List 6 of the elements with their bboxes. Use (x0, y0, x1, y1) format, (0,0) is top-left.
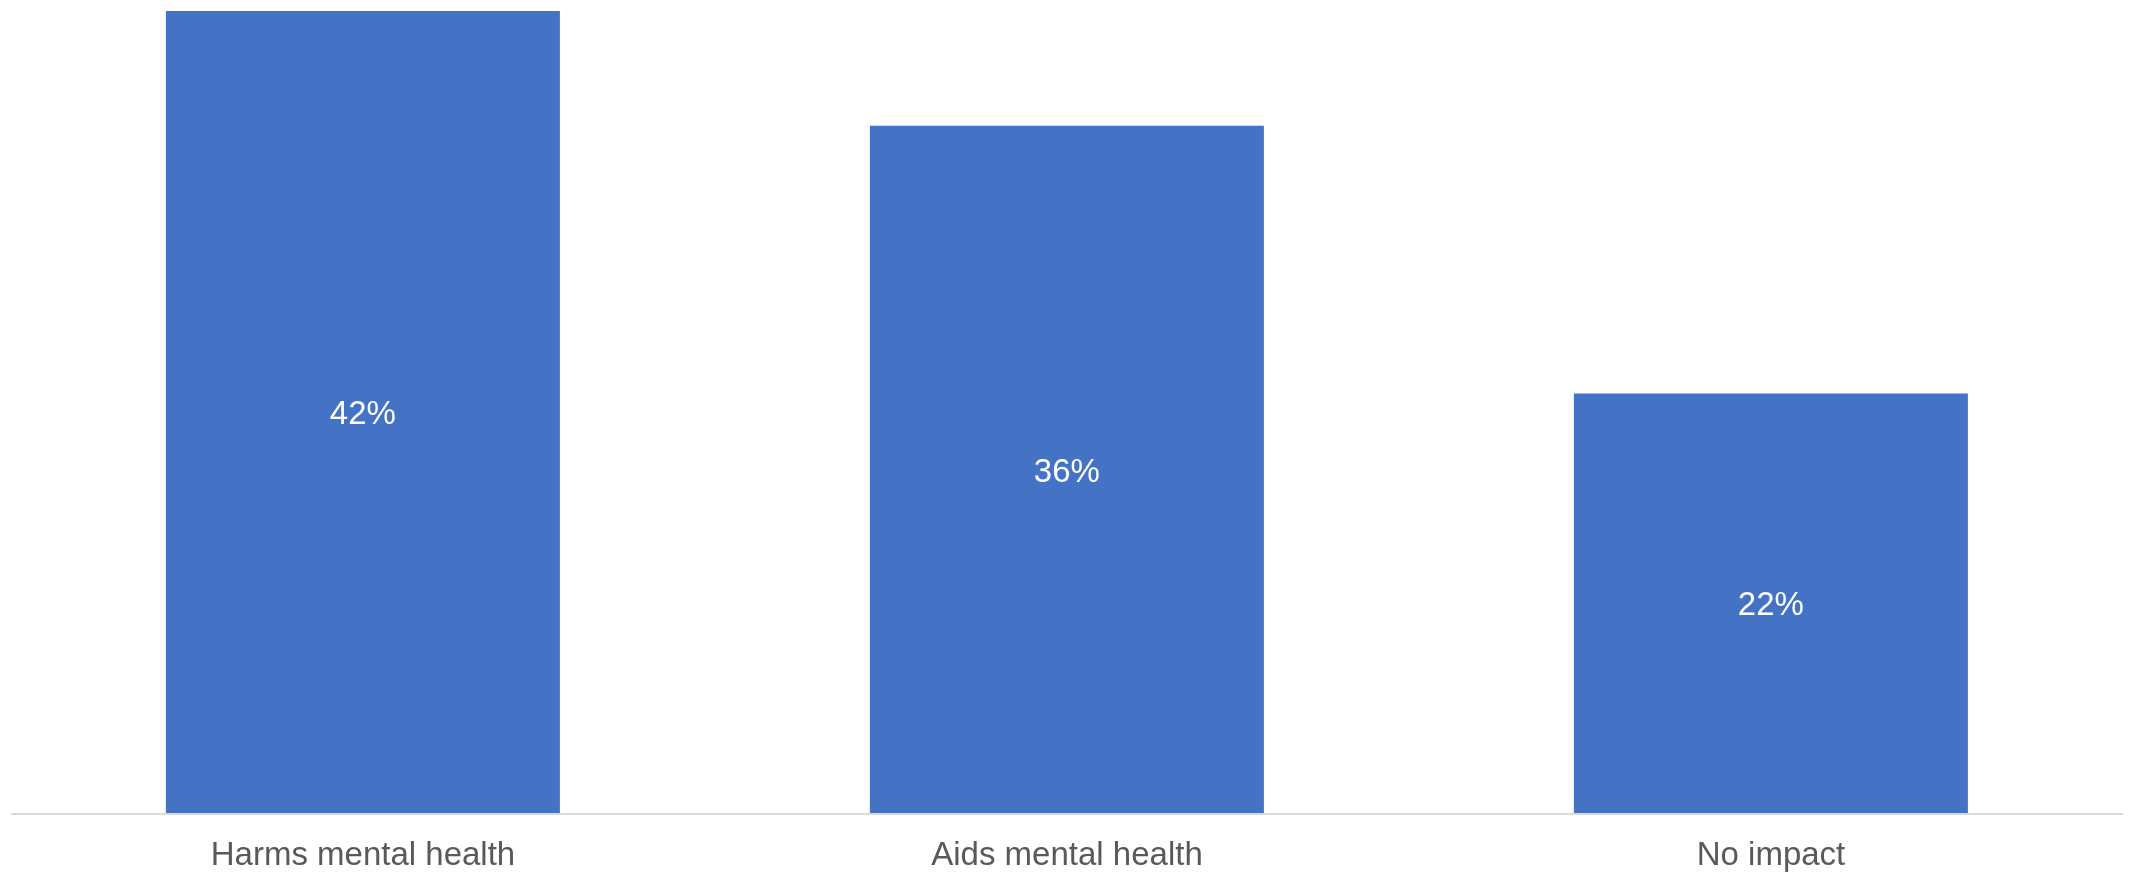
x-tick-label: Harms mental health (210, 835, 516, 873)
data-label: 22% (1737, 585, 1804, 623)
x-tick-label: No impact (1696, 835, 1846, 873)
x-tick-label: Aids mental health (931, 835, 1203, 873)
data-label: 42% (329, 394, 396, 432)
data-label: 36% (1033, 451, 1100, 489)
